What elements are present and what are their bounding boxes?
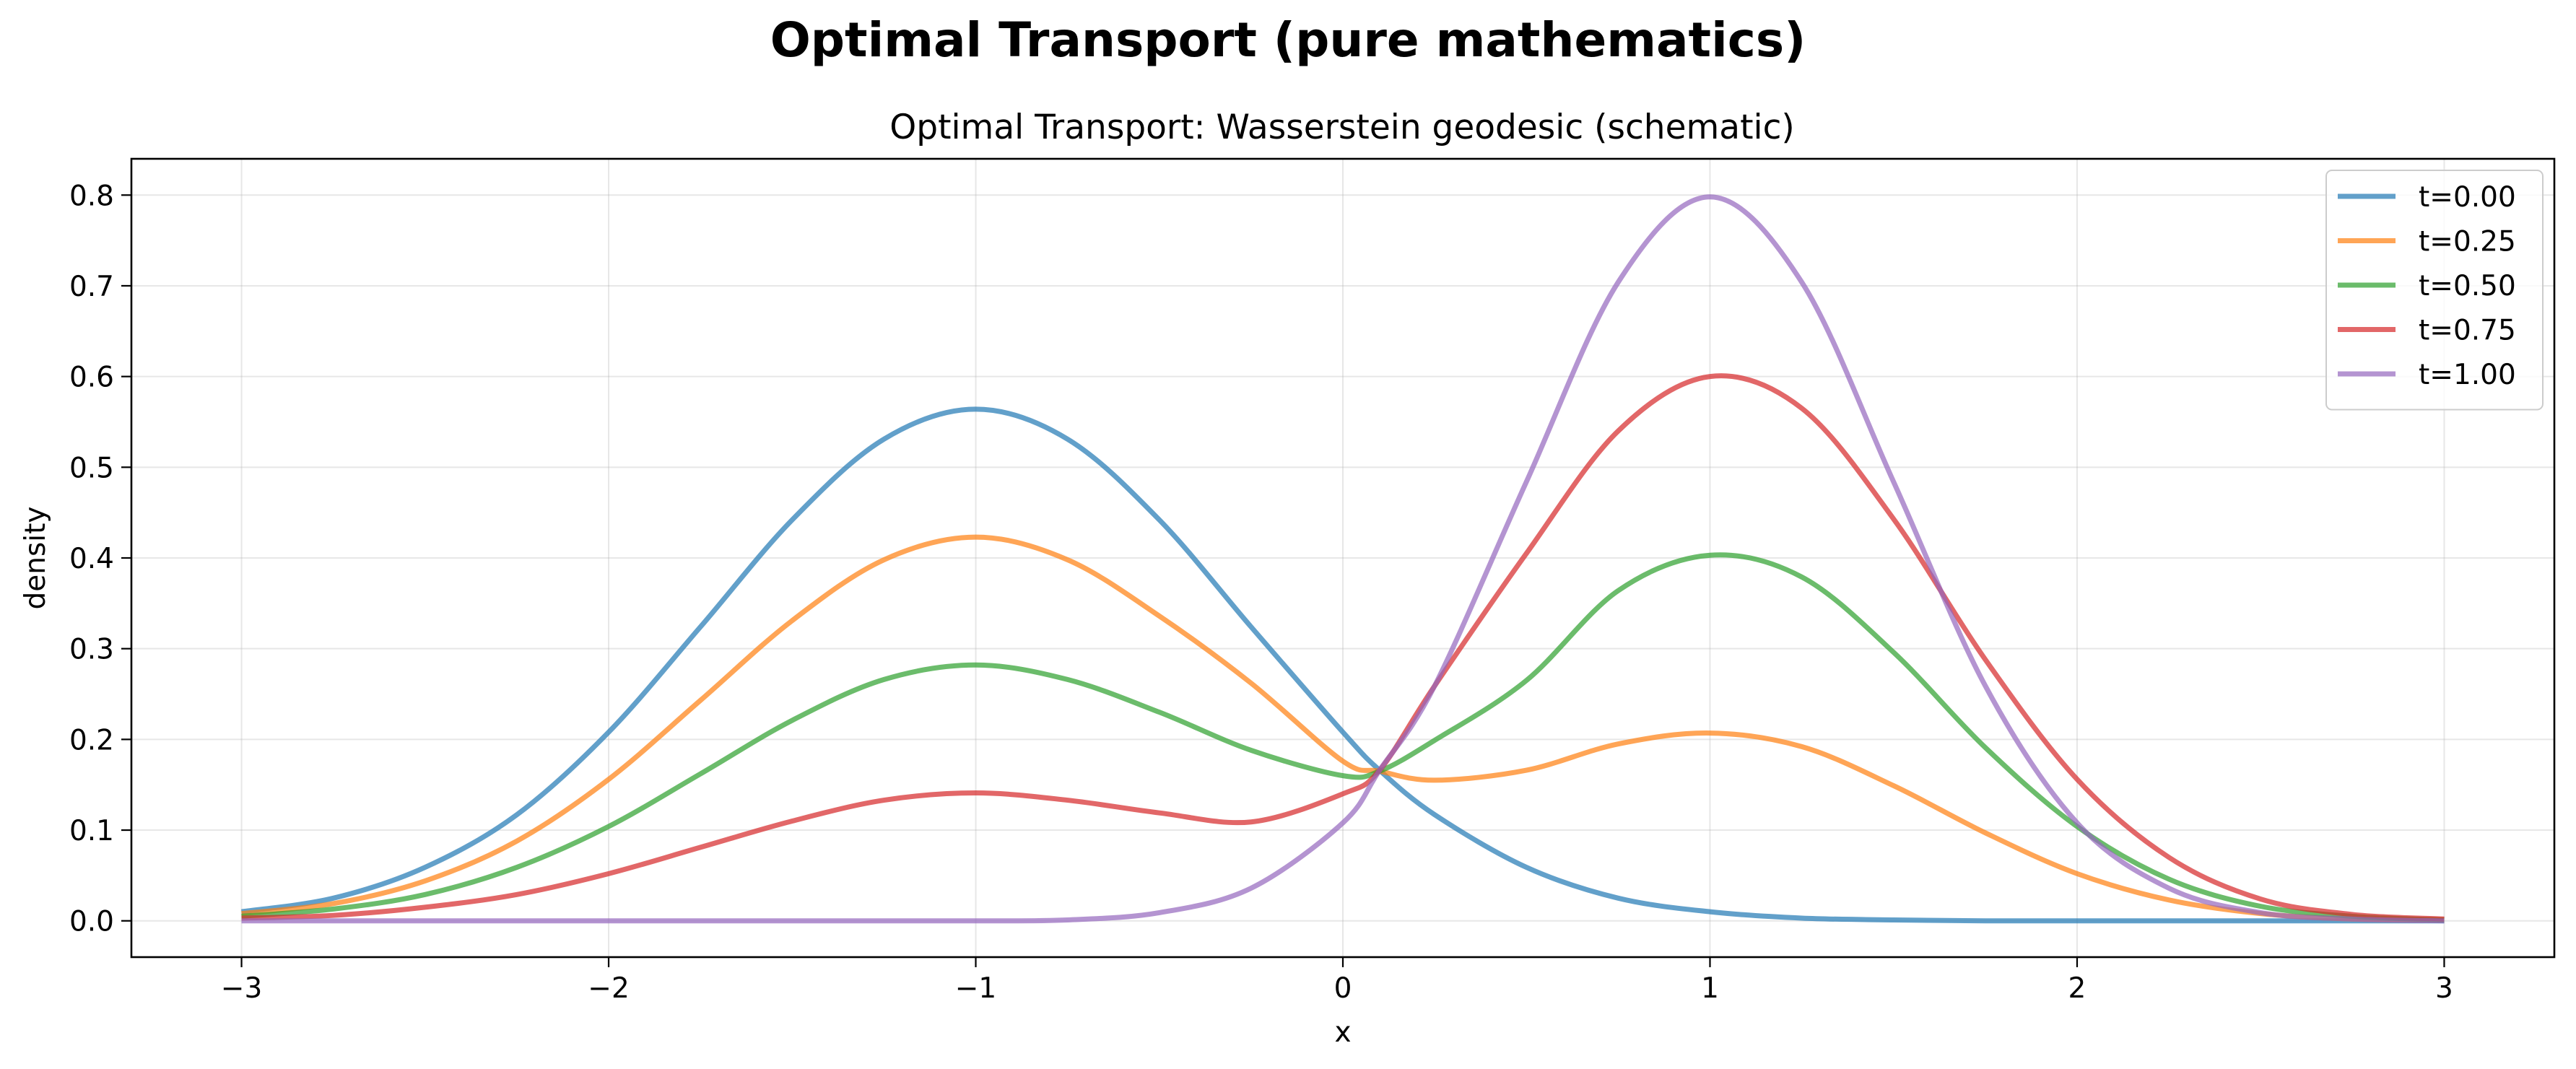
y-tick-label: 0.7 <box>69 271 114 303</box>
y-axis-label: density <box>19 507 52 610</box>
chart-title: Optimal Transport: Wasserstein geodesic … <box>889 108 1795 147</box>
legend-label: t=0.25 <box>2419 226 2516 258</box>
axis-ticks: −3 −2 −1 0 1 2 3 0.0 0.1 0.2 0.3 0.4 0.5 0.6 0.7 0.8 <box>69 180 2453 1005</box>
y-tick-label: 0.8 <box>69 180 114 212</box>
x-tick-label: −3 <box>221 972 263 1005</box>
y-tick-label: 0.4 <box>69 543 114 575</box>
x-tick-label: −2 <box>588 972 630 1005</box>
y-tick-label: 0.1 <box>69 815 114 847</box>
x-axis-label: x <box>1334 1016 1351 1049</box>
legend-label: t=0.75 <box>2419 315 2516 347</box>
y-tick-label: 0.2 <box>69 724 114 756</box>
legend-label: t=1.00 <box>2419 359 2516 391</box>
series-line-1 <box>241 534 2445 922</box>
y-tick-label: 0.0 <box>69 906 114 938</box>
x-tick-label: 2 <box>2068 972 2087 1005</box>
y-tick-label: 0.3 <box>69 634 114 666</box>
y-tick-label: 0.6 <box>69 362 114 394</box>
series-line-2 <box>241 552 2445 922</box>
legend-box <box>2325 170 2544 411</box>
legend-label: t=0.00 <box>2419 181 2516 214</box>
series-line-4 <box>241 194 2445 924</box>
series-line-0 <box>241 406 2445 924</box>
x-tick-label: −1 <box>955 972 997 1005</box>
x-tick-label: 3 <box>2435 972 2453 1005</box>
legend: t=0.00 t=0.25 t=0.50 t=0.75 t=1.00 <box>2325 170 2544 411</box>
x-tick-label: 1 <box>1701 972 1719 1005</box>
figure-suptitle: Optimal Transport (pure mathematics) <box>770 12 1806 68</box>
x-tick-label: 0 <box>1334 972 1352 1005</box>
y-tick-label: 0.5 <box>69 452 114 484</box>
series-layer <box>241 194 2445 924</box>
legend-label: t=0.50 <box>2419 270 2516 302</box>
grid <box>131 159 2554 957</box>
